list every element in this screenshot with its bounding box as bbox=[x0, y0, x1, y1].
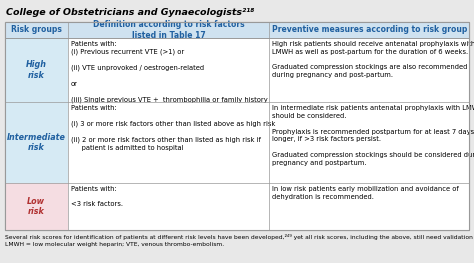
Bar bbox=[68, 183, 270, 230]
Text: High
risk: High risk bbox=[26, 60, 47, 80]
Bar bbox=[5, 22, 469, 230]
Text: Risk groups: Risk groups bbox=[11, 26, 62, 34]
Text: College of Obstetricians and Gynaecologists²¹⁸: College of Obstetricians and Gynaecologi… bbox=[6, 8, 255, 17]
Bar bbox=[5, 38, 68, 102]
Bar bbox=[5, 22, 469, 230]
Bar bbox=[68, 38, 270, 102]
Bar bbox=[5, 183, 68, 230]
Text: In intermediate risk patients antenatal prophylaxis with LMWH
should be consider: In intermediate risk patients antenatal … bbox=[273, 105, 474, 166]
Text: Patients with:

(i) 3 or more risk factors other than listed above as high risk
: Patients with: (i) 3 or more risk factor… bbox=[71, 105, 275, 151]
Bar bbox=[5, 22, 469, 38]
Bar bbox=[270, 102, 469, 183]
Text: Intermediate
risk: Intermediate risk bbox=[7, 133, 66, 152]
Text: Patients with:

<3 risk factors.: Patients with: <3 risk factors. bbox=[71, 186, 123, 208]
Bar bbox=[68, 102, 270, 183]
Bar bbox=[5, 102, 68, 183]
Text: Low
risk: Low risk bbox=[27, 197, 46, 216]
Bar bbox=[270, 38, 469, 102]
Text: Several risk scores for identification of patients at different risk levels have: Several risk scores for identification o… bbox=[5, 234, 474, 247]
Text: In low risk patients early mobilization and avoidance of
dehydration is recommen: In low risk patients early mobilization … bbox=[273, 186, 459, 200]
Text: Preventive measures according to risk group: Preventive measures according to risk gr… bbox=[272, 26, 467, 34]
Text: Patients with:
(i) Previous recurrent VTE (>1) or

(ii) VTE unprovoked / oestrog: Patients with: (i) Previous recurrent VT… bbox=[71, 41, 267, 103]
Text: Definition according to risk factors
listed in Table 17: Definition according to risk factors lis… bbox=[93, 20, 245, 40]
Text: High risk patients should receive antenatal prophylaxis with
LMWH as well as pos: High risk patients should receive antena… bbox=[273, 41, 474, 78]
Bar bbox=[270, 183, 469, 230]
